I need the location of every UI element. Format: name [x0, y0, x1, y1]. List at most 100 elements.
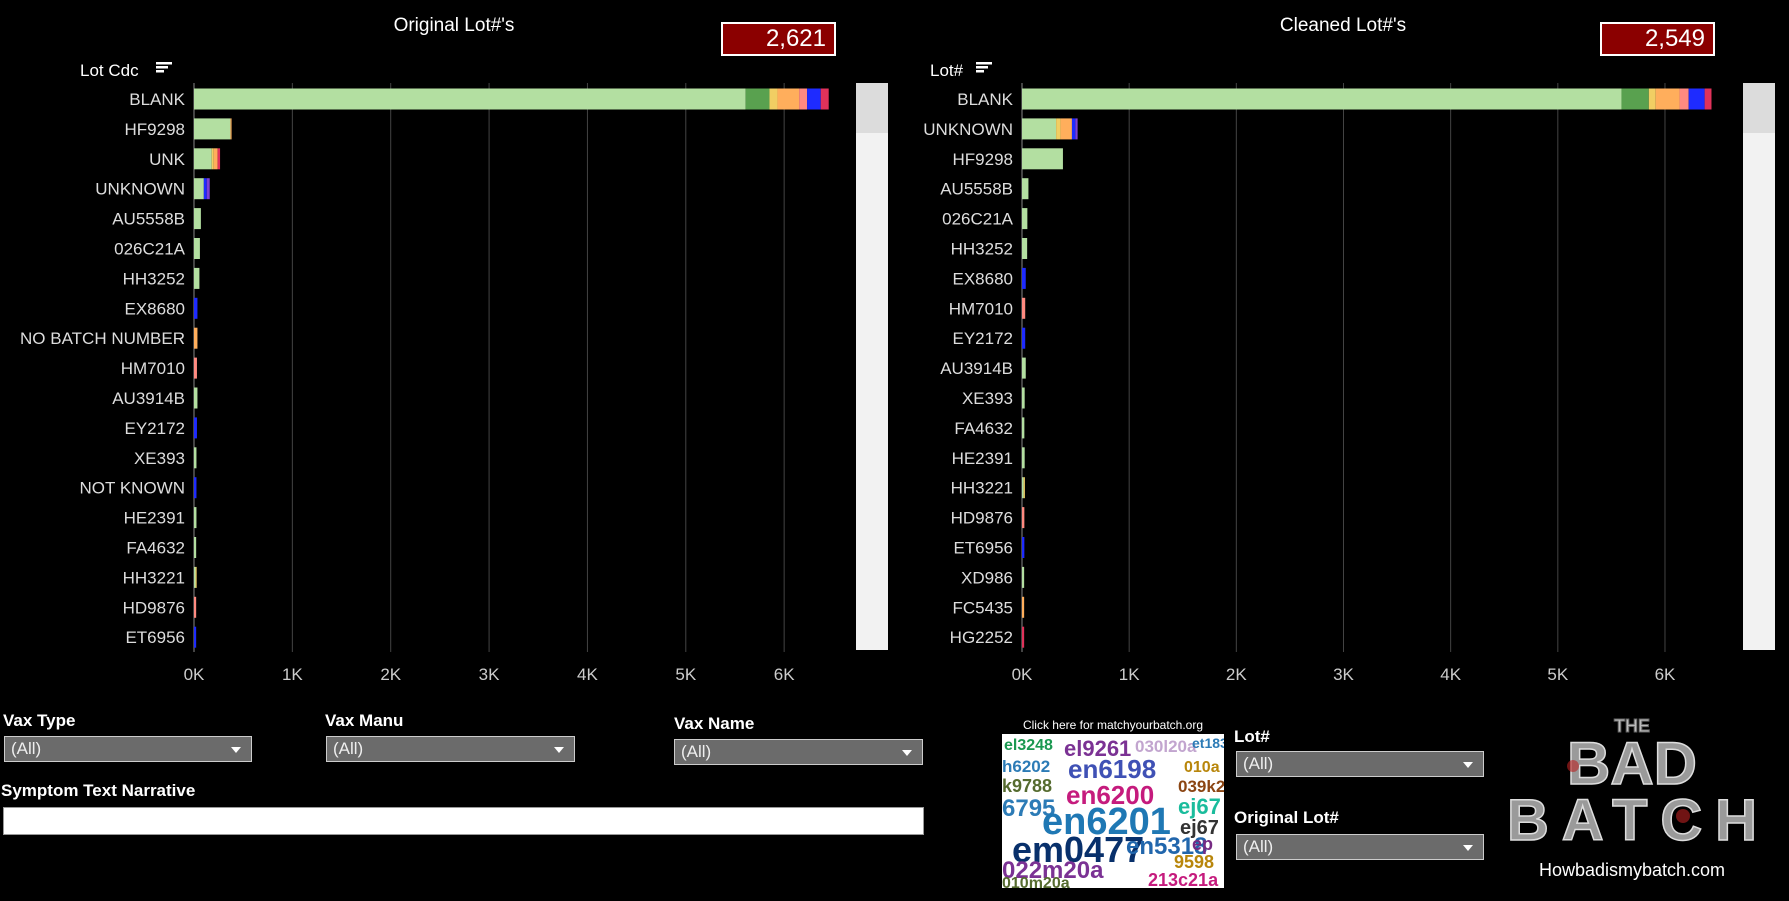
- word: h6202: [1002, 757, 1050, 776]
- bar-segment: [1022, 327, 1026, 349]
- bar-segment: [1060, 118, 1072, 140]
- dropdown[interactable]: (All): [674, 739, 923, 765]
- bar-segment: [1022, 238, 1028, 259]
- word: em0477: [1012, 829, 1144, 870]
- sort-icon: [156, 62, 172, 65]
- x-tick-label: 3K: [1333, 665, 1354, 684]
- y-tick-label: HM7010: [121, 359, 185, 378]
- word: 213c21a: [1148, 870, 1219, 888]
- text-input[interactable]: [3, 807, 924, 835]
- scrollbar: [856, 83, 888, 650]
- y-tick-label: HE2391: [952, 449, 1013, 468]
- y-tick-label: UNK: [149, 150, 186, 169]
- word: en6201: [1042, 801, 1171, 843]
- bar-segment: [194, 566, 196, 588]
- y-tick-label: EX8680: [125, 299, 186, 318]
- y-tick-label: 026C21A: [114, 240, 186, 259]
- bar-segment: [1022, 387, 1025, 409]
- filter-label: Vax Type: [3, 711, 76, 730]
- bar-segment: [1022, 208, 1028, 230]
- bar-segment: [1022, 537, 1025, 558]
- logo-text: BATCH: [1507, 788, 1757, 853]
- dropdown[interactable]: (All): [4, 736, 252, 762]
- bar-segment: [777, 88, 800, 110]
- link-caption[interactable]: Click here for matchyourbatch.org: [1022, 718, 1204, 732]
- bar-segment: [194, 148, 212, 170]
- bar-segment: [206, 178, 210, 200]
- axis-label: Lot#: [930, 61, 964, 80]
- y-tick-label: AU5558B: [940, 180, 1013, 199]
- bar-segment: [1679, 88, 1689, 110]
- x-tick-label: 2K: [380, 665, 401, 684]
- bar-segment: [194, 387, 198, 409]
- word: el9261: [1064, 736, 1131, 761]
- y-tick-label: EY2172: [953, 329, 1014, 348]
- y-tick-label: BLANK: [957, 90, 1013, 109]
- y-tick-label: AU3914B: [112, 389, 185, 408]
- bar-segment: [194, 118, 231, 140]
- y-tick-label: EX8680: [953, 269, 1014, 288]
- bar-segment: [1022, 626, 1025, 648]
- word: ej67: [1180, 817, 1219, 839]
- bar-segment: [194, 447, 197, 469]
- bar-segment: [194, 596, 197, 618]
- bar-segment: [194, 417, 197, 439]
- bar-segment: [1704, 88, 1712, 110]
- word: 010a: [1184, 759, 1220, 776]
- bar-segment: [194, 507, 197, 529]
- y-tick-label: NO BATCH NUMBER: [20, 329, 185, 348]
- bar-segment: [1023, 477, 1025, 499]
- y-tick-label: HH3221: [951, 479, 1013, 498]
- x-tick-label: 6K: [1655, 665, 1676, 684]
- bar-segment: [194, 178, 204, 200]
- y-tick-label: 026C21A: [942, 210, 1014, 229]
- bar-segment: [194, 327, 198, 349]
- y-tick-label: HG2252: [950, 628, 1013, 647]
- word: en6198: [1068, 754, 1156, 784]
- filter-label: Lot#: [1234, 727, 1270, 746]
- y-tick-label: HH3221: [123, 568, 185, 587]
- bar-segment: [194, 357, 197, 379]
- scroll-thumb: [856, 83, 888, 133]
- bar-segment: [1071, 118, 1076, 140]
- word-cloud[interactable]: el3248 el9261 030l20a et183 h6202 en6198…: [1002, 734, 1224, 888]
- y-tick-label: HM7010: [949, 299, 1013, 318]
- word: ej67: [1178, 794, 1221, 819]
- site-link[interactable]: Howbadismybatch.com: [1538, 860, 1726, 880]
- bar-segment: [1022, 88, 1622, 110]
- bar-segment: [1022, 267, 1026, 289]
- y-tick-label: XD986: [961, 568, 1013, 587]
- x-tick-label: 1K: [1119, 665, 1140, 684]
- scroll-thumb: [1743, 83, 1775, 133]
- bar-segment: [1056, 118, 1061, 140]
- x-tick-label: 4K: [1440, 665, 1461, 684]
- filter-label: Symptom Text Narrative: [1, 781, 196, 800]
- x-tick-label: 4K: [577, 665, 598, 684]
- dropdown[interactable]: (All): [1236, 834, 1484, 860]
- bar-segment: [194, 267, 200, 289]
- y-tick-label: HH3252: [123, 269, 185, 288]
- x-tick-label: 3K: [479, 665, 500, 684]
- y-tick-label: HD9876: [123, 598, 185, 617]
- word: 010m20a: [1002, 875, 1070, 888]
- y-tick-label: FC5435: [953, 598, 1013, 617]
- bar-segment: [230, 118, 232, 140]
- bar-segment: [1022, 596, 1025, 618]
- bar-segment: [194, 626, 197, 648]
- bar-segment: [194, 537, 197, 558]
- bar-segment: [1648, 88, 1656, 110]
- bar-segment: [1022, 118, 1057, 140]
- bar-segment: [1621, 88, 1649, 110]
- dropdown[interactable]: (All): [1236, 751, 1484, 777]
- logo-bg: [1503, 716, 1761, 861]
- filter-label: Vax Name: [674, 714, 755, 733]
- y-tick-label: XE393: [962, 389, 1013, 408]
- dropdown[interactable]: (All): [326, 736, 575, 762]
- y-tick-label: FA4632: [954, 419, 1013, 438]
- word: 030l20a: [1135, 737, 1197, 756]
- bar-segment: [1688, 88, 1705, 110]
- logo: THE BAD BATCH: [1503, 716, 1761, 861]
- bar-segment: [194, 208, 201, 230]
- x-tick-label: 1K: [282, 665, 303, 684]
- bar-segment: [1022, 566, 1025, 588]
